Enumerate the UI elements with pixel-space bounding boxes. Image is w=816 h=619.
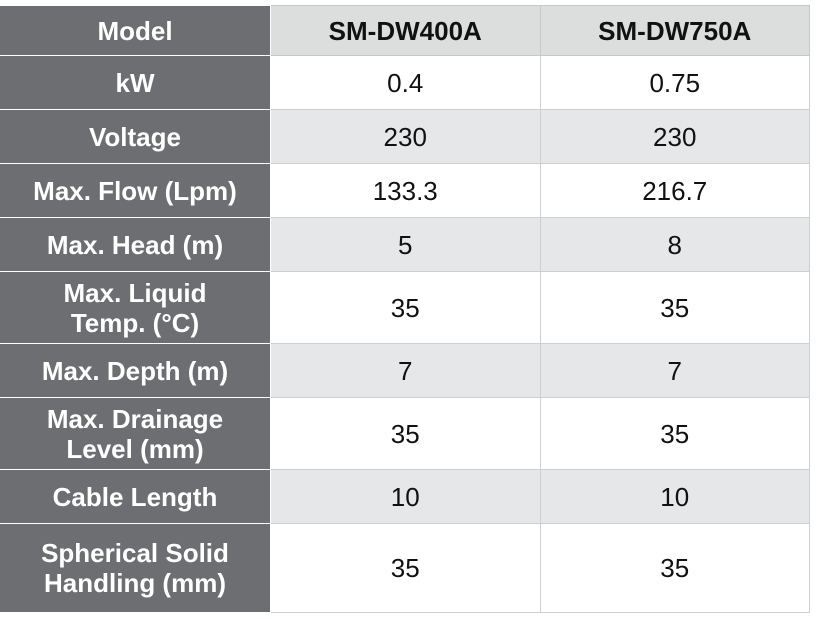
header-row: Model SM-DW400A SM-DW750A bbox=[0, 5, 810, 56]
model-header: SM-DW400A bbox=[270, 5, 541, 56]
spec-row: Voltage 230 230 bbox=[0, 109, 810, 164]
table-body: kW 0.4 0.75 Voltage 230 230 Max. Flow (Lpm) 133… bbox=[0, 55, 810, 613]
spec-row: Max. Head (m) 5 8 bbox=[0, 217, 810, 272]
spec-row: Cable Length 10 10 bbox=[0, 469, 810, 524]
spec-row: kW 0.4 0.75 bbox=[0, 55, 810, 110]
row-label: Max. Head (m) bbox=[0, 217, 271, 272]
row-label: Voltage bbox=[0, 109, 271, 164]
spec-value: 230 bbox=[270, 109, 541, 164]
spec-row: Max. Flow (Lpm) 133.3 216.7 bbox=[0, 163, 810, 218]
header-label: Model bbox=[0, 5, 271, 56]
spec-row: Max. Liquid Temp. (°C) 35 35 bbox=[0, 271, 810, 344]
spec-value: 5 bbox=[270, 217, 541, 272]
row-label: Max. Depth (m) bbox=[0, 343, 271, 398]
spec-value: 35 bbox=[270, 523, 541, 613]
spec-value: 10 bbox=[270, 469, 541, 524]
spec-value: 35 bbox=[270, 271, 541, 344]
spec-value: 35 bbox=[539, 271, 810, 344]
spec-value: 230 bbox=[539, 109, 810, 164]
spec-value: 10 bbox=[539, 469, 810, 524]
spec-value: 7 bbox=[270, 343, 541, 398]
model-header: SM-DW750A bbox=[539, 5, 810, 56]
spec-table: Model SM-DW400A SM-DW750A kW 0.4 0.75 Voltage… bbox=[0, 5, 810, 613]
spec-row: Spherical Solid Handling (mm) 35 35 bbox=[0, 523, 810, 613]
row-label: Max. Drainage Level (mm) bbox=[0, 397, 271, 470]
spec-value: 8 bbox=[539, 217, 810, 272]
spec-row: Max. Drainage Level (mm) 35 35 bbox=[0, 397, 810, 470]
table-header: Model SM-DW400A SM-DW750A bbox=[0, 5, 810, 56]
spec-value: 216.7 bbox=[539, 163, 810, 218]
spec-value: 7 bbox=[539, 343, 810, 398]
spec-value: 35 bbox=[539, 397, 810, 470]
spec-value: 35 bbox=[539, 523, 810, 613]
spec-row: Max. Depth (m) 7 7 bbox=[0, 343, 810, 398]
spec-value: 0.4 bbox=[270, 55, 541, 110]
row-label: Max. Liquid Temp. (°C) bbox=[0, 271, 271, 344]
row-label: Spherical Solid Handling (mm) bbox=[0, 523, 271, 613]
spec-value: 0.75 bbox=[539, 55, 810, 110]
spec-value: 35 bbox=[270, 397, 541, 470]
row-label: Cable Length bbox=[0, 469, 271, 524]
spec-value: 133.3 bbox=[270, 163, 541, 218]
row-label: Max. Flow (Lpm) bbox=[0, 163, 271, 218]
row-label: kW bbox=[0, 55, 271, 110]
